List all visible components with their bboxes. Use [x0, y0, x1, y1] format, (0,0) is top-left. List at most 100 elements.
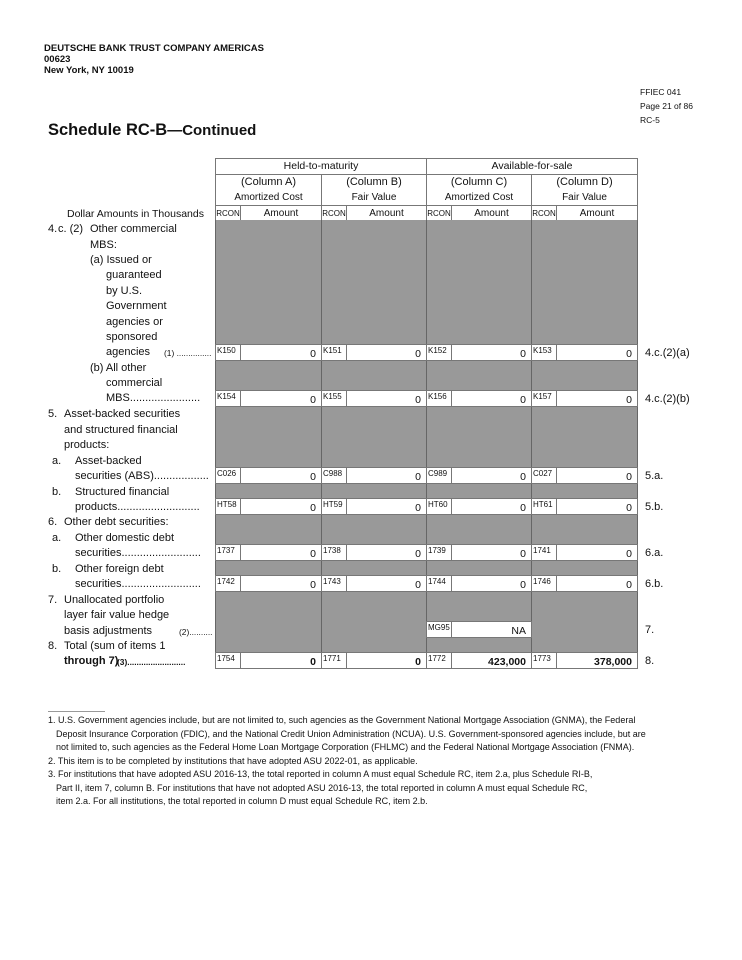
amount-header: Amount [451, 205, 532, 221]
bank-id: 00623 [44, 54, 71, 65]
amount-value[interactable]: 0 [626, 502, 632, 514]
amount-value[interactable]: 0 [520, 579, 526, 591]
amount-value[interactable]: 0 [520, 394, 526, 406]
amount-header: Amount [240, 205, 322, 221]
row-label: products........................... [75, 501, 200, 513]
rcon-code: 1746 [533, 577, 551, 586]
rcon-code-box [215, 467, 241, 484]
footnote-number: 2. [48, 755, 56, 766]
row-label: Other domestic debt [75, 532, 175, 544]
rcon-code-box [531, 575, 557, 592]
amount-value[interactable]: 0 [310, 548, 316, 560]
rcon-header: RCON [426, 205, 452, 221]
row-label: a. [52, 455, 62, 467]
footnote-line: 3. For institutions that have adopted AS… [48, 768, 708, 782]
rcon-code: 1771 [323, 654, 341, 663]
amount-value[interactable]: 378,000 [594, 656, 632, 668]
rcon-code-box [531, 498, 557, 515]
row-label: (2)............... [179, 627, 213, 637]
item-number: 7. [645, 624, 655, 636]
amount-value[interactable]: 0 [415, 471, 421, 483]
rcon-code: C989 [428, 469, 448, 478]
column-header: (Column B) [321, 174, 427, 191]
footnote-number: 3. [48, 769, 56, 779]
row-label: Other commercial [90, 223, 177, 235]
amount-value[interactable]: 0 [626, 394, 632, 406]
amount-value[interactable]: 423,000 [488, 656, 526, 668]
rcon-code-box [321, 467, 347, 484]
column-header: (Column C) [426, 174, 532, 191]
amount-value[interactable]: 0 [415, 502, 421, 514]
item-number: 6.a. [645, 547, 664, 559]
amount-value[interactable]: NA [511, 625, 526, 637]
row-label: (3)......................... [117, 657, 186, 667]
row-label: guaranteed [106, 269, 162, 281]
amount-value[interactable]: 0 [310, 579, 316, 591]
amount-value[interactable]: 0 [310, 656, 316, 668]
rcon-code: HT60 [428, 500, 448, 509]
row-label: b. [52, 486, 62, 498]
rcon-code-box [321, 544, 347, 561]
units-label: Dollar Amounts in Thousands [67, 208, 204, 220]
amount-value[interactable]: 0 [310, 471, 316, 483]
row-label: commercial [106, 377, 163, 389]
row-label: 5. [48, 408, 58, 420]
rcon-code-box [321, 498, 347, 515]
footnote-text: For institutions that have adopted ASU 2… [58, 769, 593, 779]
row-label: MBS....................... [106, 392, 201, 404]
row-label: Asset-backed securities [64, 408, 181, 420]
rcon-header: RCON [215, 205, 241, 221]
row-label: (b) All other [90, 362, 147, 374]
amount-value[interactable]: 0 [415, 548, 421, 560]
rcon-code: HT58 [217, 500, 237, 509]
title-main: Schedule RC-B [48, 121, 168, 139]
rcon-code-box [215, 575, 241, 592]
row-label: securities.......................... [75, 547, 201, 559]
row-label: agencies [106, 346, 151, 358]
rcon-code-box [215, 390, 241, 407]
rcon-code: C026 [217, 469, 237, 478]
amount-value[interactable]: 0 [415, 394, 421, 406]
row-label: 4. [48, 223, 58, 235]
amount-value[interactable]: 0 [520, 502, 526, 514]
rcon-code-box [426, 467, 452, 484]
footnote-line: item 2.a. For all institutions, the tota… [48, 795, 708, 809]
amount-value[interactable]: 0 [310, 394, 316, 406]
amount-value[interactable]: 0 [415, 579, 421, 591]
title-suffix: —Continued [167, 122, 257, 139]
amount-value[interactable]: 0 [415, 656, 421, 668]
rcon-code: 1772 [428, 654, 446, 663]
amount-value[interactable]: 0 [310, 502, 316, 514]
rcon-code: C027 [533, 469, 553, 478]
rcon-code-box [426, 621, 452, 638]
amount-value[interactable]: 0 [520, 348, 526, 360]
footnote-line: Deposit Insurance Corporation (FDIC), an… [48, 728, 708, 742]
amount-value[interactable]: 0 [626, 548, 632, 560]
row-label: a. [52, 532, 62, 544]
footnote-line: 2. This item is to be completed by insti… [48, 755, 708, 769]
item-number: 4.c.(2)(a) [645, 347, 690, 359]
column-divider [215, 220, 216, 668]
bank-name: DEUTSCHE BANK TRUST COMPANY AMERICAS [44, 43, 264, 54]
rcon-header: RCON [531, 205, 557, 221]
amount-value[interactable]: 0 [626, 579, 632, 591]
amount-value[interactable]: 0 [520, 548, 526, 560]
rcon-code: K150 [217, 346, 236, 355]
amount-value[interactable]: 0 [310, 348, 316, 360]
rcon-code-box [426, 390, 452, 407]
rcon-code-box [215, 544, 241, 561]
row-label: Asset-backed [75, 455, 142, 467]
footnote-number: 1. [48, 715, 56, 725]
rcon-code: MG95 [428, 623, 450, 632]
row-label: 6. [48, 516, 58, 528]
amount-value[interactable]: 0 [626, 471, 632, 483]
rcon-code-box [215, 652, 241, 669]
rcon-code: K151 [323, 346, 342, 355]
row-label: securities.......................... [75, 578, 201, 590]
amount-value[interactable]: 0 [415, 348, 421, 360]
row-label: Other debt securities: [64, 516, 169, 528]
amount-value[interactable]: 0 [520, 471, 526, 483]
row-label: by U.S. [106, 285, 143, 297]
amount-value[interactable]: 0 [626, 348, 632, 360]
